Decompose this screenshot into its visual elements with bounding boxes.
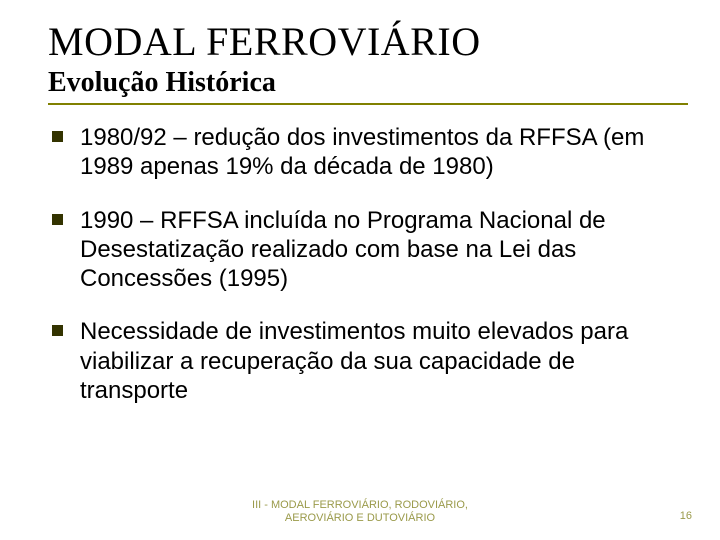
page-number: 16 (680, 510, 692, 522)
bullet-item: 1980/92 – redução dos investimentos da R… (52, 123, 680, 182)
slide-subtitle: Evolução Histórica (48, 67, 680, 99)
title-divider (48, 103, 688, 105)
slide-title: MODAL FERROVIÁRIO (48, 18, 680, 65)
bullet-list: 1980/92 – redução dos investimentos da R… (48, 123, 680, 405)
footer-line-2: AEROVIÁRIO E DUTOVIÁRIO (285, 512, 435, 524)
bullet-item: 1990 – RFFSA incluída no Programa Nacion… (52, 206, 680, 294)
footer-line-1: III - MODAL FERROVIÁRIO, RODOVIÁRIO, (252, 499, 468, 511)
slide-container: MODAL FERROVIÁRIO Evolução Histórica 198… (0, 0, 720, 540)
bullet-item: Necessidade de investimentos muito eleva… (52, 317, 680, 405)
footer-text: III - MODAL FERROVIÁRIO, RODOVIÁRIO, AER… (0, 499, 720, 527)
